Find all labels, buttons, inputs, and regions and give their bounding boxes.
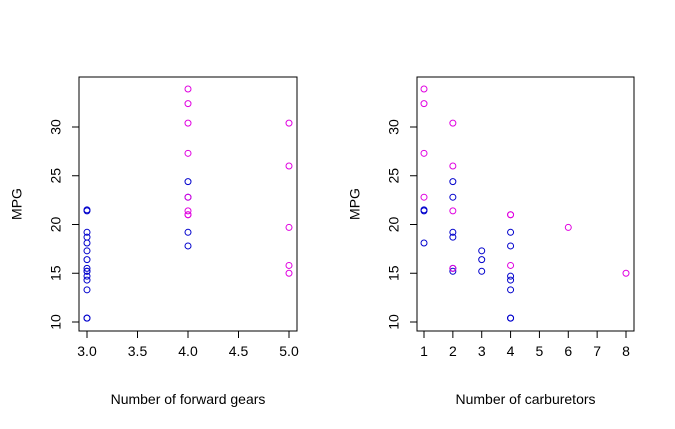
- x-tick-label: 3.0: [77, 343, 97, 359]
- data-point: [507, 211, 515, 219]
- data-point: [285, 119, 293, 127]
- data-point: [449, 264, 457, 272]
- data-point: [83, 272, 91, 280]
- scatter-panel-carburetors: 1 2 3 4 5 6 7 8 10 15 20 25 30 Number of carburetors M…: [347, 76, 635, 407]
- data-point: [184, 211, 192, 219]
- data-point: [507, 276, 515, 284]
- data-point: [449, 267, 457, 275]
- x-tick-label: 3: [478, 343, 486, 359]
- data-point: [622, 269, 630, 277]
- data-point: [449, 233, 457, 241]
- x-tick-label: 5: [536, 343, 544, 359]
- scatter-panel-forward-gears: 3.0 3.5 4.0 4.5 5.0 10 15 20 25 30 Number of forwa…: [9, 76, 299, 407]
- y-tick-label: 25: [386, 168, 402, 184]
- data-point: [507, 286, 515, 294]
- data-point: [507, 261, 515, 269]
- data-point: [507, 314, 515, 322]
- y-tick-label: 20: [386, 217, 402, 233]
- x-tick-label: 3.5: [128, 343, 148, 359]
- y-tick-label: 30: [386, 119, 402, 135]
- y-tick-label: 10: [386, 314, 402, 330]
- x-tick-label: 8: [622, 343, 630, 359]
- y-axis-title: MPG: [347, 188, 363, 220]
- data-point: [449, 178, 457, 186]
- data-point: [285, 269, 293, 277]
- data-point: [420, 206, 428, 214]
- x-axis-title: Number of carburetors: [455, 391, 595, 407]
- data-point: [83, 239, 91, 247]
- data-point: [83, 247, 91, 255]
- data-point: [564, 223, 572, 231]
- x-tick-label: 4.5: [229, 343, 249, 359]
- data-point: [184, 178, 192, 186]
- y-tick-label: 25: [48, 168, 64, 184]
- data-point: [507, 228, 515, 236]
- x-tick-label: 1: [420, 343, 428, 359]
- data-point: [184, 228, 192, 236]
- data-point: [449, 228, 457, 236]
- data-point: [420, 85, 428, 93]
- data-point: [420, 149, 428, 157]
- plot-frame: [416, 76, 635, 332]
- y-tick-label: 30: [48, 119, 64, 135]
- data-point: [449, 193, 457, 201]
- x-tick-label: 4: [507, 343, 515, 359]
- plot-frame: [78, 76, 298, 332]
- y-axis-title: MPG: [9, 188, 25, 220]
- data-point: [420, 193, 428, 201]
- data-point: [83, 206, 91, 214]
- data-point: [285, 162, 293, 170]
- data-point: [449, 207, 457, 215]
- data-point: [420, 100, 428, 108]
- data-point: [184, 85, 192, 93]
- data-point: [184, 100, 192, 108]
- data-point: [507, 272, 515, 280]
- data-point: [83, 228, 91, 236]
- data-point: [285, 261, 293, 269]
- data-point: [184, 193, 192, 201]
- data-point: [420, 239, 428, 247]
- y-tick-label: 15: [386, 265, 402, 281]
- data-point: [449, 119, 457, 127]
- data-point: [83, 256, 91, 264]
- x-tick-label: 7: [593, 343, 601, 359]
- data-point: [184, 119, 192, 127]
- x-tick-label: 4.0: [178, 343, 198, 359]
- data-point: [478, 256, 486, 264]
- data-point: [83, 264, 91, 272]
- data-point: [83, 276, 91, 284]
- data-point: [83, 267, 91, 275]
- x-axis-title: Number of forward gears: [111, 391, 266, 407]
- data-point: [478, 247, 486, 255]
- y-tick-label: 10: [48, 314, 64, 330]
- y-tick-label: 20: [48, 217, 64, 233]
- y-tick-label: 15: [48, 265, 64, 281]
- x-tick-label: 2: [449, 343, 457, 359]
- data-point: [184, 207, 192, 215]
- data-point: [184, 149, 192, 157]
- x-tick-label: 6: [564, 343, 572, 359]
- x-tick-label: 5.0: [279, 343, 299, 359]
- data-point: [449, 162, 457, 170]
- data-point: [507, 242, 515, 250]
- data-point: [184, 242, 192, 250]
- data-point: [478, 267, 486, 275]
- data-point: [83, 314, 91, 322]
- data-point: [285, 223, 293, 231]
- data-point: [83, 286, 91, 294]
